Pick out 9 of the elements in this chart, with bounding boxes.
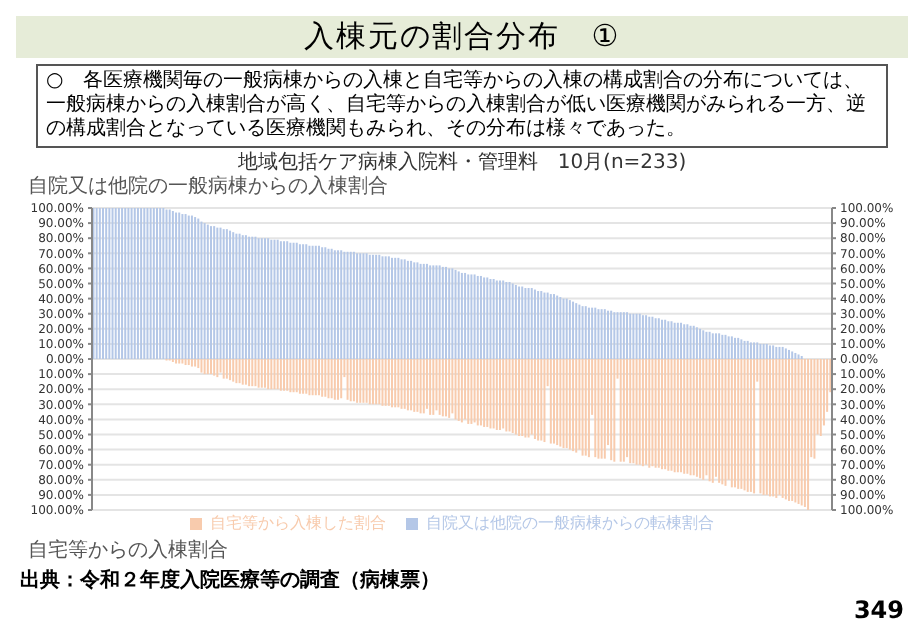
legend-label: 自宅等から入棟した割合 xyxy=(210,514,386,532)
legend-label: 自院又は他院の一般病棟からの転棟割合 xyxy=(426,514,714,532)
y-axis-title: 自院又は他院の一般病棟からの入棟割合 xyxy=(28,176,390,200)
text: 349 xyxy=(853,596,904,624)
chart-subtitle: 入棟元の割合分布 ① xyxy=(16,16,908,58)
text: ○ 各医療機関毎の一般病棟からの入棟と自宅等からの入棟の構成割合の分布については、一般病棟からの入棟割合が高く、自宅等からの入棟割合が低い医療機関がみられる一方、逆の構成割合となっている医療機関もみられ、その分布は様々であった。 xyxy=(36,64,888,148)
chart-title: 地域包括ケア病棟入院料・管理料 10月(n=233) xyxy=(235,152,689,175)
text: 自宅等からの入棟割合 xyxy=(28,540,230,564)
source-note: 出典：令和２年度入院医療等の調査（病棟票） xyxy=(20,568,442,594)
